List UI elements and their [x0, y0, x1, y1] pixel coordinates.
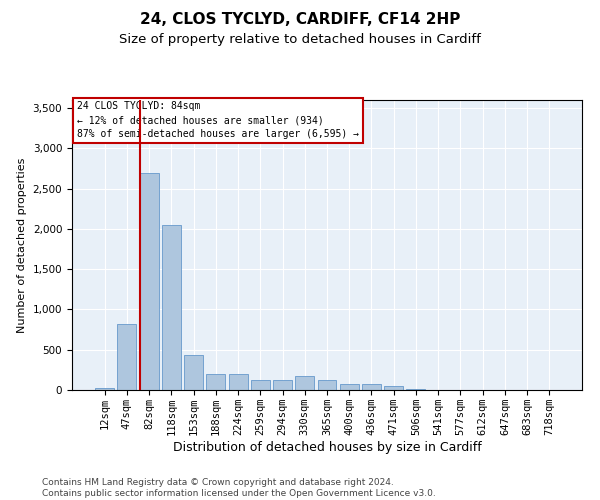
Bar — [362, 384, 381, 390]
Bar — [317, 380, 337, 390]
Y-axis label: Number of detached properties: Number of detached properties — [17, 158, 27, 332]
Text: Size of property relative to detached houses in Cardiff: Size of property relative to detached ho… — [119, 32, 481, 46]
X-axis label: Distribution of detached houses by size in Cardiff: Distribution of detached houses by size … — [173, 440, 481, 454]
Bar — [229, 374, 248, 390]
Bar — [118, 324, 136, 390]
Bar — [95, 388, 114, 390]
Text: 24, CLOS TYCLYD, CARDIFF, CF14 2HP: 24, CLOS TYCLYD, CARDIFF, CF14 2HP — [140, 12, 460, 28]
Bar — [340, 384, 359, 390]
Bar — [384, 386, 403, 390]
Bar — [206, 374, 225, 390]
Bar — [140, 172, 158, 390]
Bar — [295, 376, 314, 390]
Bar — [406, 389, 425, 390]
Text: Contains HM Land Registry data © Crown copyright and database right 2024.
Contai: Contains HM Land Registry data © Crown c… — [42, 478, 436, 498]
Bar — [251, 380, 270, 390]
Text: 24 CLOS TYCLYD: 84sqm
← 12% of detached houses are smaller (934)
87% of semi-det: 24 CLOS TYCLYD: 84sqm ← 12% of detached … — [77, 102, 359, 140]
Bar — [162, 225, 181, 390]
Bar — [273, 380, 292, 390]
Bar — [184, 356, 203, 390]
